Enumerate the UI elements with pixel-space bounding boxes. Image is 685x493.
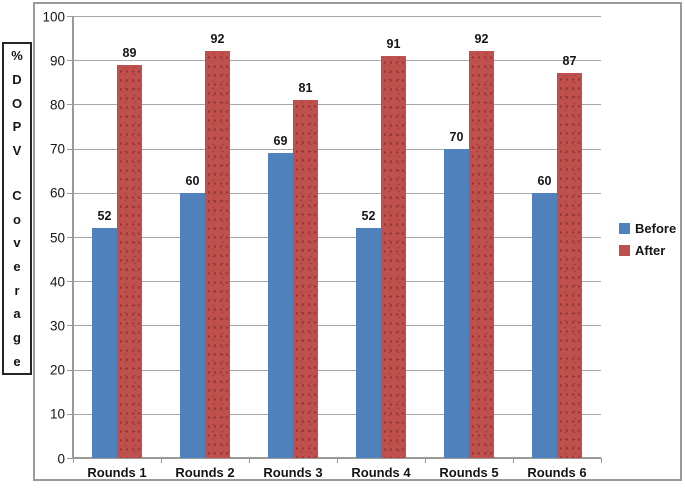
bar-value-before-3: 69 [273, 134, 288, 149]
bar-value-after-6: 87 [562, 54, 577, 69]
y-axis-title-char-8: v [13, 235, 21, 251]
bar-after-2 [205, 51, 230, 458]
bar-after-5 [469, 51, 494, 458]
x-category-label-1: Rounds 1 [87, 465, 147, 480]
gridline-10 [73, 413, 601, 415]
y-tick-label-50: 50 [49, 230, 65, 245]
x-tick-2 [249, 458, 250, 463]
x-tick-0 [73, 458, 74, 463]
bar-before-4 [356, 228, 381, 458]
y-axis-title-char-3: P [12, 119, 22, 135]
bar-value-before-6: 60 [537, 173, 552, 188]
y-axis-title-char-13: e [13, 353, 21, 369]
y-tick-80 [67, 104, 73, 106]
x-axis-line [72, 457, 601, 459]
y-axis-title-char-12: g [13, 330, 21, 345]
gridline-70 [73, 148, 601, 150]
bar-value-after-2: 92 [210, 32, 225, 47]
bar-value-before-2: 60 [185, 173, 200, 188]
bar-before-6 [532, 192, 557, 458]
y-axis-title-char-0: % [11, 48, 23, 64]
x-category-label-4: Rounds 4 [351, 465, 411, 480]
y-tick-20 [67, 369, 73, 371]
bar-after-3 [293, 99, 318, 458]
legend-label-after: After [635, 243, 666, 258]
y-tick-label-30: 30 [49, 318, 65, 334]
x-category-label-2: Rounds 2 [175, 465, 235, 480]
y-tick-100 [67, 16, 73, 17]
gridline-20 [73, 369, 601, 371]
y-tick-0 [67, 458, 73, 459]
bar-after-6 [557, 73, 582, 458]
y-tick-30 [67, 325, 73, 327]
y-tick-label-80: 80 [49, 97, 65, 113]
x-tick-3 [337, 458, 338, 463]
bar-before-1 [92, 228, 117, 458]
x-tick-1 [161, 458, 162, 463]
legend-swatch-before [619, 223, 630, 234]
y-tick-label-100: 100 [42, 9, 65, 24]
x-category-label-6: Rounds 6 [527, 465, 587, 480]
y-tick-label-60: 60 [49, 185, 65, 201]
gridline-90 [73, 60, 601, 62]
y-axis-title-char-7: o [13, 211, 21, 227]
x-category-label-3: Rounds 3 [263, 465, 323, 480]
y-tick-label-10: 10 [49, 406, 65, 422]
bar-value-before-5: 70 [449, 129, 464, 144]
x-tick-5 [513, 458, 514, 463]
bar-after-1 [117, 64, 142, 458]
y-axis-line [72, 16, 74, 458]
bar-value-before-4: 52 [361, 209, 376, 224]
y-tick-70 [67, 148, 73, 150]
bar-value-after-3: 81 [298, 80, 313, 95]
bar-before-5 [444, 148, 469, 458]
bar-value-after-5: 92 [474, 32, 489, 47]
bar-before-3 [268, 153, 293, 458]
bar-value-before-1: 52 [97, 209, 112, 224]
y-axis-title-char-1: D [12, 71, 22, 87]
legend-item-before: Before [619, 222, 676, 235]
y-tick-60 [67, 192, 73, 194]
bar-value-after-1: 89 [122, 45, 137, 60]
chart-legend: Before After [619, 222, 676, 266]
x-category-label-5: Rounds 5 [439, 465, 499, 480]
y-tick-label-70: 70 [49, 141, 65, 157]
gridline-30 [73, 325, 601, 327]
y-tick-50 [67, 237, 73, 238]
y-tick-10 [67, 413, 73, 415]
bar-after-4 [381, 55, 406, 458]
bar-before-2 [180, 192, 205, 458]
y-tick-label-0: 0 [57, 451, 65, 466]
y-axis-title-char-9: e [13, 259, 21, 275]
gridline-40 [73, 281, 601, 283]
y-axis-title-char-11: a [13, 306, 21, 322]
y-axis-title-char-6: C [12, 188, 22, 204]
y-tick-label-20: 20 [49, 362, 65, 378]
legend-item-after: After [619, 244, 676, 257]
y-tick-label-40: 40 [49, 274, 65, 290]
y-axis-title-char-10: r [14, 282, 20, 298]
bar-value-after-4: 91 [386, 36, 401, 51]
legend-label-before: Before [635, 221, 677, 236]
y-axis-title-char-2: O [11, 95, 23, 111]
x-tick-4 [425, 458, 426, 463]
gridline-50 [73, 237, 601, 238]
gridline-60 [73, 192, 601, 194]
legend-swatch-after [619, 245, 630, 256]
gridline-80 [73, 104, 601, 106]
y-tick-label-90: 90 [49, 53, 65, 69]
y-axis-title-char-4: V [12, 142, 22, 158]
x-tick-end [601, 458, 602, 463]
y-tick-90 [67, 60, 73, 62]
gridline-100 [73, 16, 601, 17]
y-tick-40 [67, 281, 73, 283]
